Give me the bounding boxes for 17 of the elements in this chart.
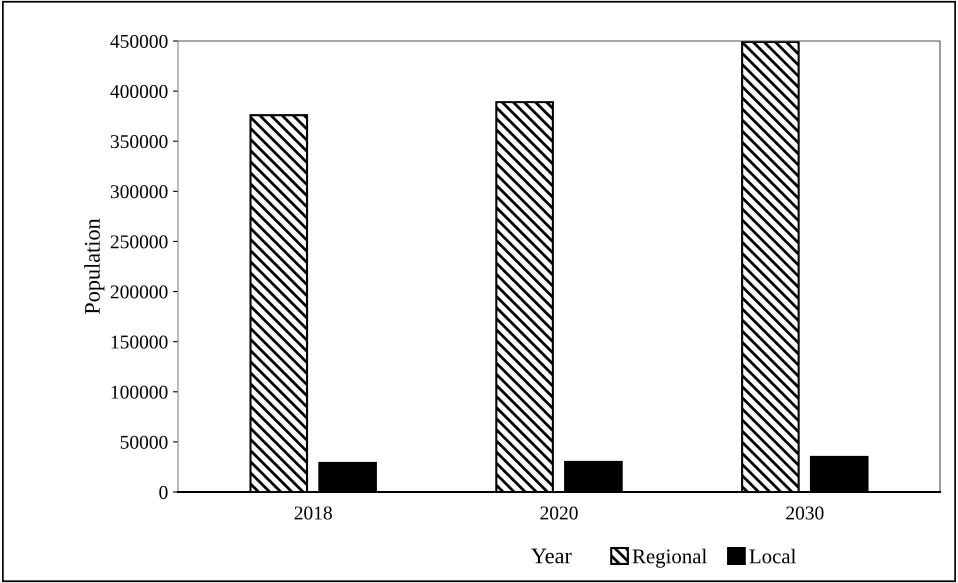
y-tick-label: 150000	[112, 335, 168, 349]
x-axis-title: Year	[531, 548, 572, 564]
legend-label: Local	[750, 548, 796, 564]
x-tick-label: 2030	[786, 506, 824, 520]
legend-label: Regional	[632, 548, 707, 568]
y-tick-label: 250000	[110, 235, 168, 248]
x-tick-label: 2020	[540, 506, 578, 520]
y-tick-label: 300000	[110, 185, 168, 198]
y-tick-label: 450000	[110, 34, 168, 48]
y-tick-label: 50000	[120, 436, 168, 449]
y-tick-label: 350000	[110, 135, 168, 148]
y-tick-label: 100000	[112, 386, 168, 399]
y-tick-label: 400000	[110, 84, 168, 98]
y-tick-label: 200000	[110, 285, 168, 298]
y-axis-title: Population	[84, 218, 104, 314]
y-tick-label: 0	[159, 486, 168, 499]
x-tick-label: 2018	[294, 506, 332, 520]
